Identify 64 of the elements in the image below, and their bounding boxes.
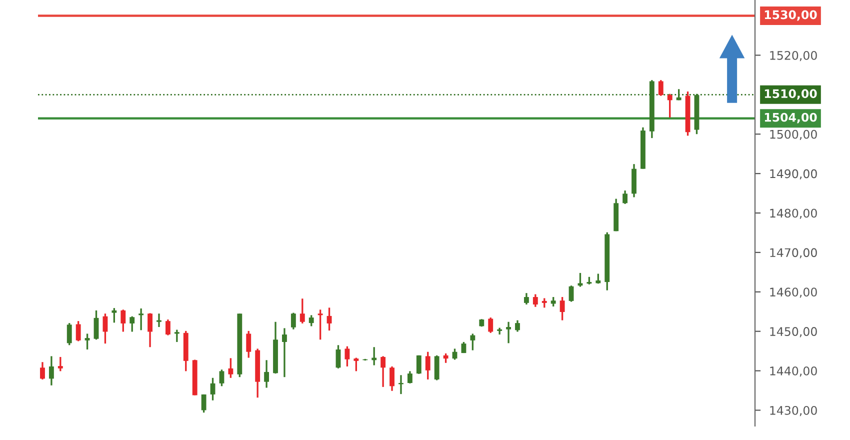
candlestick	[219, 368, 224, 387]
candlestick	[94, 310, 99, 340]
y-tick-label: 1430,00	[770, 406, 817, 416]
candlestick	[165, 318, 170, 336]
candlestick	[532, 293, 538, 308]
candlestick	[138, 308, 144, 331]
candlestick	[264, 359, 270, 389]
candlestick	[524, 292, 529, 306]
candlestick	[130, 316, 135, 333]
candlestick	[40, 361, 45, 380]
candlestick	[488, 316, 494, 334]
candlestick	[667, 93, 672, 118]
y-tick-label: 1520,00	[770, 50, 817, 62]
ref-line-label: 1530,00	[764, 10, 817, 21]
ref-line-label: 1510,00	[764, 89, 817, 100]
candlestick	[416, 354, 422, 375]
candlestick	[550, 296, 556, 308]
y-tick-label: 1440,00	[770, 366, 817, 377]
candlestick	[300, 298, 305, 324]
y-tick-label: 1480,00	[770, 208, 817, 219]
candlestick	[282, 327, 287, 378]
candlestick	[156, 312, 162, 328]
candlestick	[290, 312, 296, 330]
y-tick-label: 1500,00	[770, 130, 817, 140]
candlestick	[120, 308, 126, 333]
candlestick	[596, 272, 601, 284]
candlestick	[658, 79, 664, 97]
candlestick	[336, 344, 341, 370]
ref-line-label: 1504,00	[764, 112, 817, 124]
candlestick	[228, 357, 234, 379]
candlestick	[58, 356, 63, 372]
candlestick	[622, 190, 628, 205]
candlestick	[112, 307, 117, 324]
candlestick	[148, 312, 152, 348]
candlestick	[66, 322, 72, 346]
candlestick	[326, 306, 332, 332]
y-tick-label: 1460,00	[770, 288, 817, 298]
candlestick	[390, 366, 394, 392]
y-tick-label: 1490,00	[770, 169, 817, 180]
candlestick	[470, 332, 476, 352]
candlestick	[354, 356, 359, 372]
candlestick	[174, 328, 180, 343]
candlestick	[246, 330, 252, 359]
candlestick	[210, 377, 216, 402]
candlestick	[568, 284, 574, 303]
candlestick	[434, 354, 440, 382]
candlestick	[407, 370, 412, 384]
candlestick	[578, 272, 583, 288]
candlestick	[380, 355, 386, 388]
candlestick	[318, 308, 323, 340]
candlestick	[308, 314, 314, 328]
candlestick	[48, 355, 54, 386]
candlestick	[506, 321, 511, 344]
candlestick	[344, 345, 350, 368]
candlestick	[560, 296, 565, 322]
candlestick	[201, 394, 206, 414]
candlestick	[76, 320, 81, 342]
candlestick	[542, 297, 547, 308]
y-tick-label: 1450,00	[770, 327, 817, 338]
candlestick	[425, 351, 430, 380]
y-tick-label: 1470,00	[770, 248, 817, 258]
candlestick	[443, 352, 448, 364]
candlestick	[84, 332, 90, 350]
candlestick	[515, 319, 520, 333]
